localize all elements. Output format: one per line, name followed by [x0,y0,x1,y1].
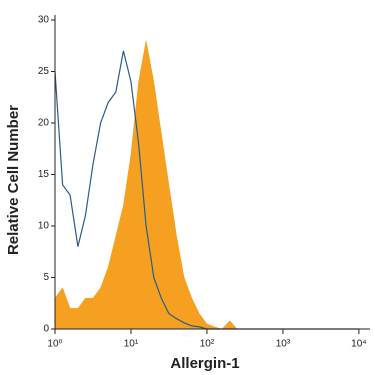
x-tick-label: 10⁴ [351,339,366,350]
y-tick-label: 20 [38,118,50,129]
y-tick-label: 5 [43,272,49,283]
y-axis-title: Relative Cell Number [5,105,22,255]
y-tick-label: 10 [38,221,50,232]
histogram-area [54,40,359,330]
x-axis-title: Allergin-1 [170,355,239,372]
y-tick-label: 30 [38,15,50,26]
y-tick-label: 0 [43,324,49,335]
y-tick-label: 15 [38,169,50,180]
x-tick-label: 10¹ [124,339,139,350]
x-tick-label: 10⁰ [47,339,62,350]
y-tick-label: 25 [38,66,50,77]
x-tick-label: 10³ [276,339,291,350]
x-tick-label: 10² [200,339,215,350]
